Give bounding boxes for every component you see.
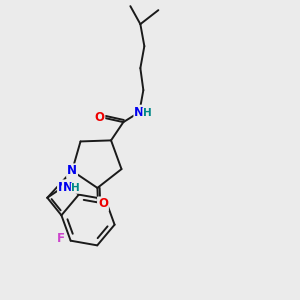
Text: O: O	[94, 111, 104, 124]
Text: H: H	[143, 108, 152, 118]
Text: F: F	[57, 232, 64, 245]
Text: N: N	[58, 181, 68, 194]
Text: N: N	[67, 164, 77, 177]
Text: H: H	[71, 183, 80, 193]
Text: O: O	[98, 197, 108, 210]
Text: N: N	[134, 106, 144, 118]
Text: N: N	[63, 181, 73, 194]
